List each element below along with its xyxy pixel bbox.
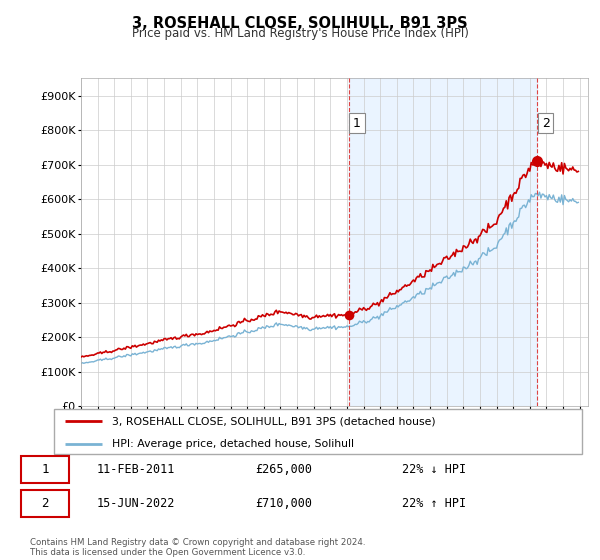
Text: 11-FEB-2011: 11-FEB-2011: [97, 463, 175, 476]
Text: HPI: Average price, detached house, Solihull: HPI: Average price, detached house, Soli…: [112, 438, 354, 449]
Text: 1: 1: [41, 463, 49, 476]
Text: 1: 1: [353, 116, 361, 130]
FancyBboxPatch shape: [21, 491, 69, 517]
Text: £265,000: £265,000: [255, 463, 312, 476]
Text: 22% ↓ HPI: 22% ↓ HPI: [401, 463, 466, 476]
Text: Contains HM Land Registry data © Crown copyright and database right 2024.
This d: Contains HM Land Registry data © Crown c…: [30, 538, 365, 557]
FancyBboxPatch shape: [54, 409, 582, 454]
Text: £710,000: £710,000: [255, 497, 312, 510]
Text: 15-JUN-2022: 15-JUN-2022: [97, 497, 175, 510]
Text: 3, ROSEHALL CLOSE, SOLIHULL, B91 3PS: 3, ROSEHALL CLOSE, SOLIHULL, B91 3PS: [132, 16, 468, 31]
Text: 22% ↑ HPI: 22% ↑ HPI: [401, 497, 466, 510]
Text: 2: 2: [41, 497, 49, 510]
Bar: [349, 78, 537, 406]
Text: 2: 2: [542, 116, 550, 130]
Text: Price paid vs. HM Land Registry's House Price Index (HPI): Price paid vs. HM Land Registry's House …: [131, 27, 469, 40]
FancyBboxPatch shape: [21, 456, 69, 483]
Text: 3, ROSEHALL CLOSE, SOLIHULL, B91 3PS (detached house): 3, ROSEHALL CLOSE, SOLIHULL, B91 3PS (de…: [112, 416, 436, 426]
